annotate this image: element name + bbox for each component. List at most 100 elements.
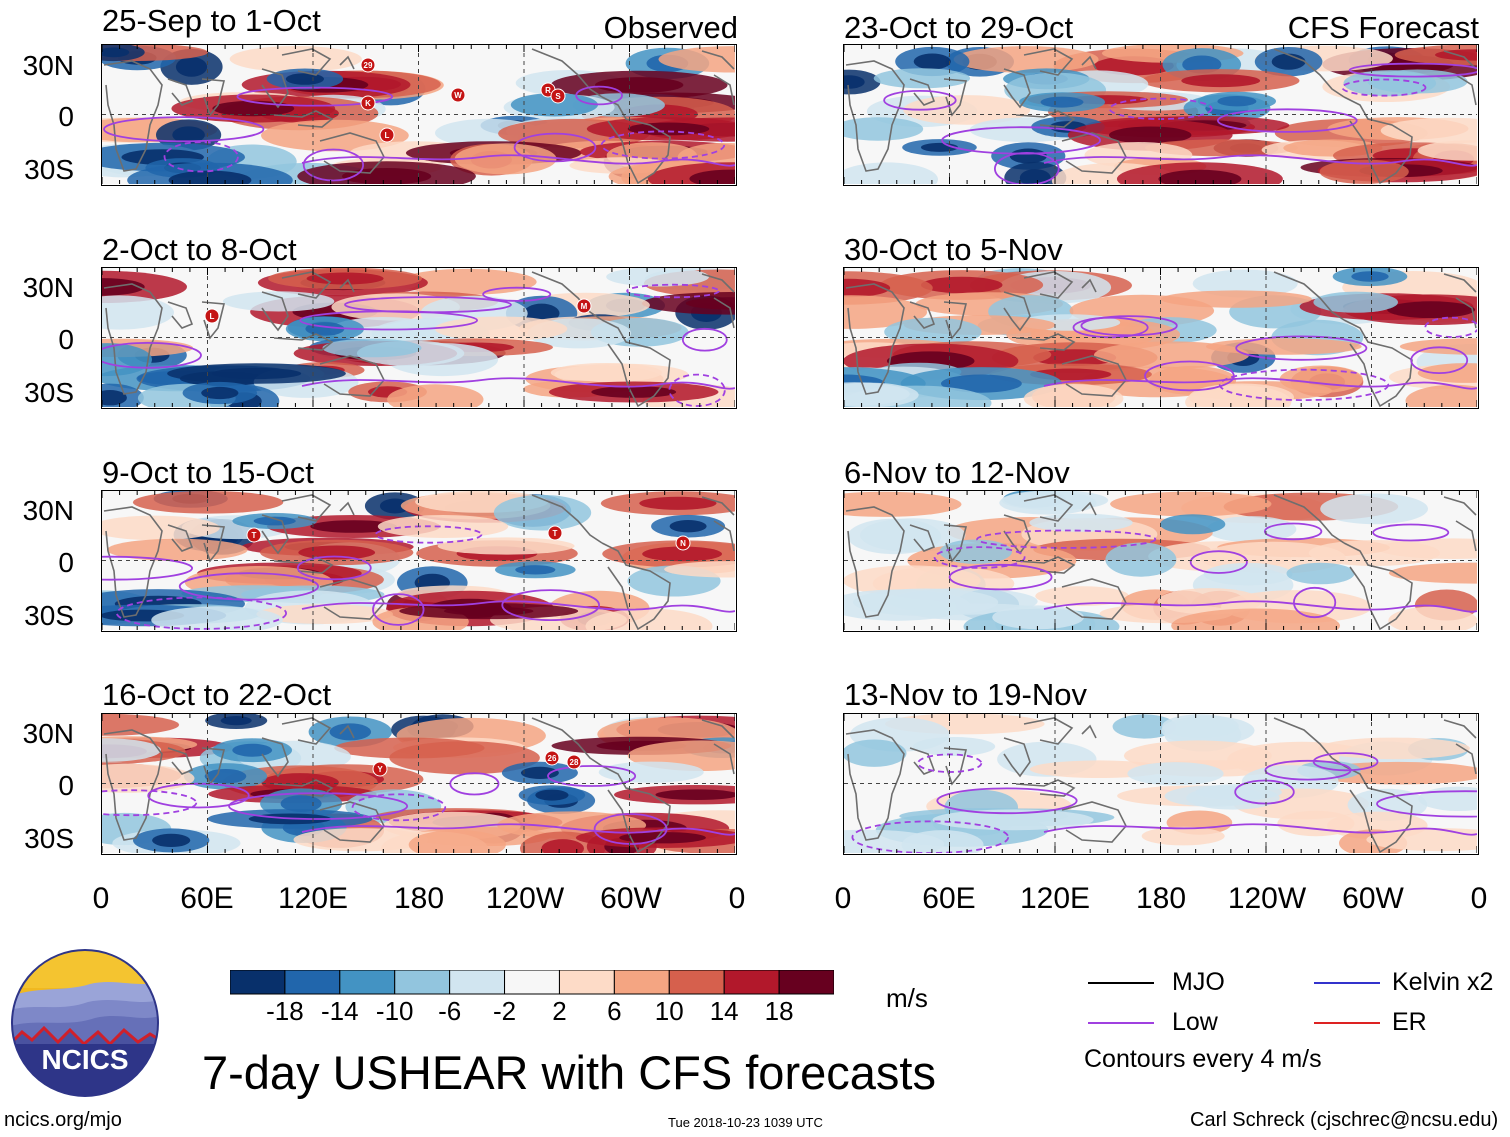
colorbar-tick-label: 6 <box>607 996 622 1026</box>
lat-label-30n: 30N <box>22 495 74 526</box>
colorbar-tick-label: -14 <box>321 996 359 1026</box>
colorbar-tick-label: 14 <box>709 996 739 1026</box>
storm-marker-label: N <box>680 539 686 548</box>
lon-label: 0 <box>728 882 746 915</box>
legend-er-line <box>1314 1022 1380 1024</box>
map-panel-4: Y 26 28 <box>101 713 737 855</box>
colorbar-unit: m/s <box>886 983 928 1013</box>
footer-timestamp: Tue 2018-10-23 1039 UTC <box>668 1115 823 1130</box>
contour-note: Contours every 4 m/s <box>1084 1045 1322 1073</box>
lat-label-0: 0 <box>58 101 74 132</box>
colorbar-swatch <box>229 969 286 995</box>
storm-marker-label: 28 <box>570 758 579 767</box>
panel-title-4: 16-Oct to 22-Oct <box>102 677 332 712</box>
colorbar-swatch <box>339 969 396 995</box>
storm-marker-label: L <box>385 131 390 140</box>
colorbar-swatch <box>723 969 780 995</box>
lon-label: 60E <box>180 882 234 915</box>
lon-label: 120E <box>1019 882 1091 915</box>
colorbar-tick-label: -2 <box>492 996 517 1026</box>
storm-marker-label: K <box>365 99 371 108</box>
lat-label-30s: 30S <box>24 823 74 854</box>
map-panel-1: 29 K L W R S <box>101 44 737 186</box>
panel-title-3: 9-Oct to 15-Oct <box>102 455 314 490</box>
colorbar-tick-label: 18 <box>764 996 794 1026</box>
storm-marker: 28 <box>566 754 582 770</box>
main-title: 7-day USHEAR with CFS forecasts <box>202 1046 936 1099</box>
storm-marker-label: 26 <box>548 754 557 763</box>
storm-marker: Y <box>372 761 388 777</box>
storm-marker-label: M <box>581 302 588 311</box>
panel-title-5: 23-Oct to 29-Oct <box>844 10 1074 45</box>
lon-label: 120W <box>1227 882 1307 915</box>
colorbar-swatch <box>668 969 725 995</box>
panel-title-7: 6-Nov to 12-Nov <box>844 455 1070 490</box>
lon-label: 60W <box>600 882 662 915</box>
lon-label: 0 <box>834 882 852 915</box>
storm-marker-label: R <box>545 86 551 95</box>
ncics-logo <box>10 948 160 1098</box>
lat-label-0: 0 <box>58 547 74 578</box>
storm-marker-label: 29 <box>364 61 373 70</box>
storm-marker: L <box>204 308 220 324</box>
panel-title-8: 13-Nov to 19-Nov <box>844 677 1087 712</box>
lat-label-0: 0 <box>58 770 74 801</box>
panel-title-2: 2-Oct to 8-Oct <box>102 232 297 267</box>
map-panel-8 <box>843 713 1479 855</box>
map-panel-5 <box>843 44 1479 186</box>
panel-title-6: 30-Oct to 5-Nov <box>844 232 1063 267</box>
colorbar <box>229 969 835 1001</box>
legend-kelvin-label: Kelvin x2 <box>1392 968 1494 996</box>
lat-label-30s: 30S <box>24 377 74 408</box>
forecast-label: CFS Forecast <box>1287 10 1479 45</box>
legend-mjo-line <box>1088 982 1154 984</box>
legend-mjo-label: MJO <box>1172 968 1225 996</box>
storm-marker-label: Y <box>377 765 383 774</box>
storm-marker: M <box>576 298 592 314</box>
storm-marker-label: L <box>210 312 215 321</box>
lon-label: 0 <box>1470 882 1488 915</box>
lon-label: 0 <box>92 882 110 915</box>
colorbar-tick-label: -10 <box>375 996 414 1026</box>
colorbar-swatch <box>778 969 835 995</box>
storm-marker: 26 <box>544 750 560 766</box>
logo-text: NCICS <box>41 1044 129 1075</box>
storm-marker: 29 <box>360 57 376 73</box>
footer-credit[interactable]: Carl Schreck (cjschrec@ncsu.edu) <box>1190 1109 1499 1131</box>
colorbar-tick-label: 10 <box>654 996 684 1026</box>
legend-low-line <box>1088 1022 1154 1024</box>
map-panel-7 <box>843 490 1479 632</box>
lon-label: 60W <box>1342 882 1404 915</box>
lon-label: 120E <box>277 882 349 915</box>
colorbar-tick-label: 2 <box>552 996 567 1026</box>
lat-label-30n: 30N <box>22 272 74 303</box>
map-panel-3: T T N <box>101 490 737 632</box>
colorbar-swatch <box>449 969 506 995</box>
lon-label: 120W <box>485 882 565 915</box>
lat-label-30n: 30N <box>22 718 74 749</box>
lat-label-30n: 30N <box>22 50 74 81</box>
storm-marker-label: T <box>553 529 558 538</box>
storm-marker: N <box>675 535 691 551</box>
legend-low-label: Low <box>1172 1008 1218 1036</box>
lon-label: 60E <box>922 882 976 915</box>
storm-marker: T <box>246 527 262 543</box>
colorbar-swatch <box>394 969 451 995</box>
observed-label: Observed <box>603 10 738 45</box>
storm-marker: T <box>547 525 563 541</box>
colorbar-swatch <box>284 969 341 995</box>
footer-url[interactable]: ncics.org/mjo <box>4 1109 122 1131</box>
lon-label: 180 <box>393 882 445 915</box>
storm-marker-label: W <box>454 91 462 100</box>
storm-marker: K <box>360 95 376 111</box>
lat-label-0: 0 <box>58 324 74 355</box>
storm-marker-label: T <box>252 531 257 540</box>
storm-marker: S <box>550 88 566 104</box>
storm-marker-label: S <box>555 92 561 101</box>
colorbar-swatch <box>613 969 670 995</box>
colorbar-swatch <box>504 969 560 995</box>
lon-label: 180 <box>1135 882 1187 915</box>
legend-kelvin-line <box>1314 982 1380 984</box>
storm-marker: L <box>379 127 395 143</box>
